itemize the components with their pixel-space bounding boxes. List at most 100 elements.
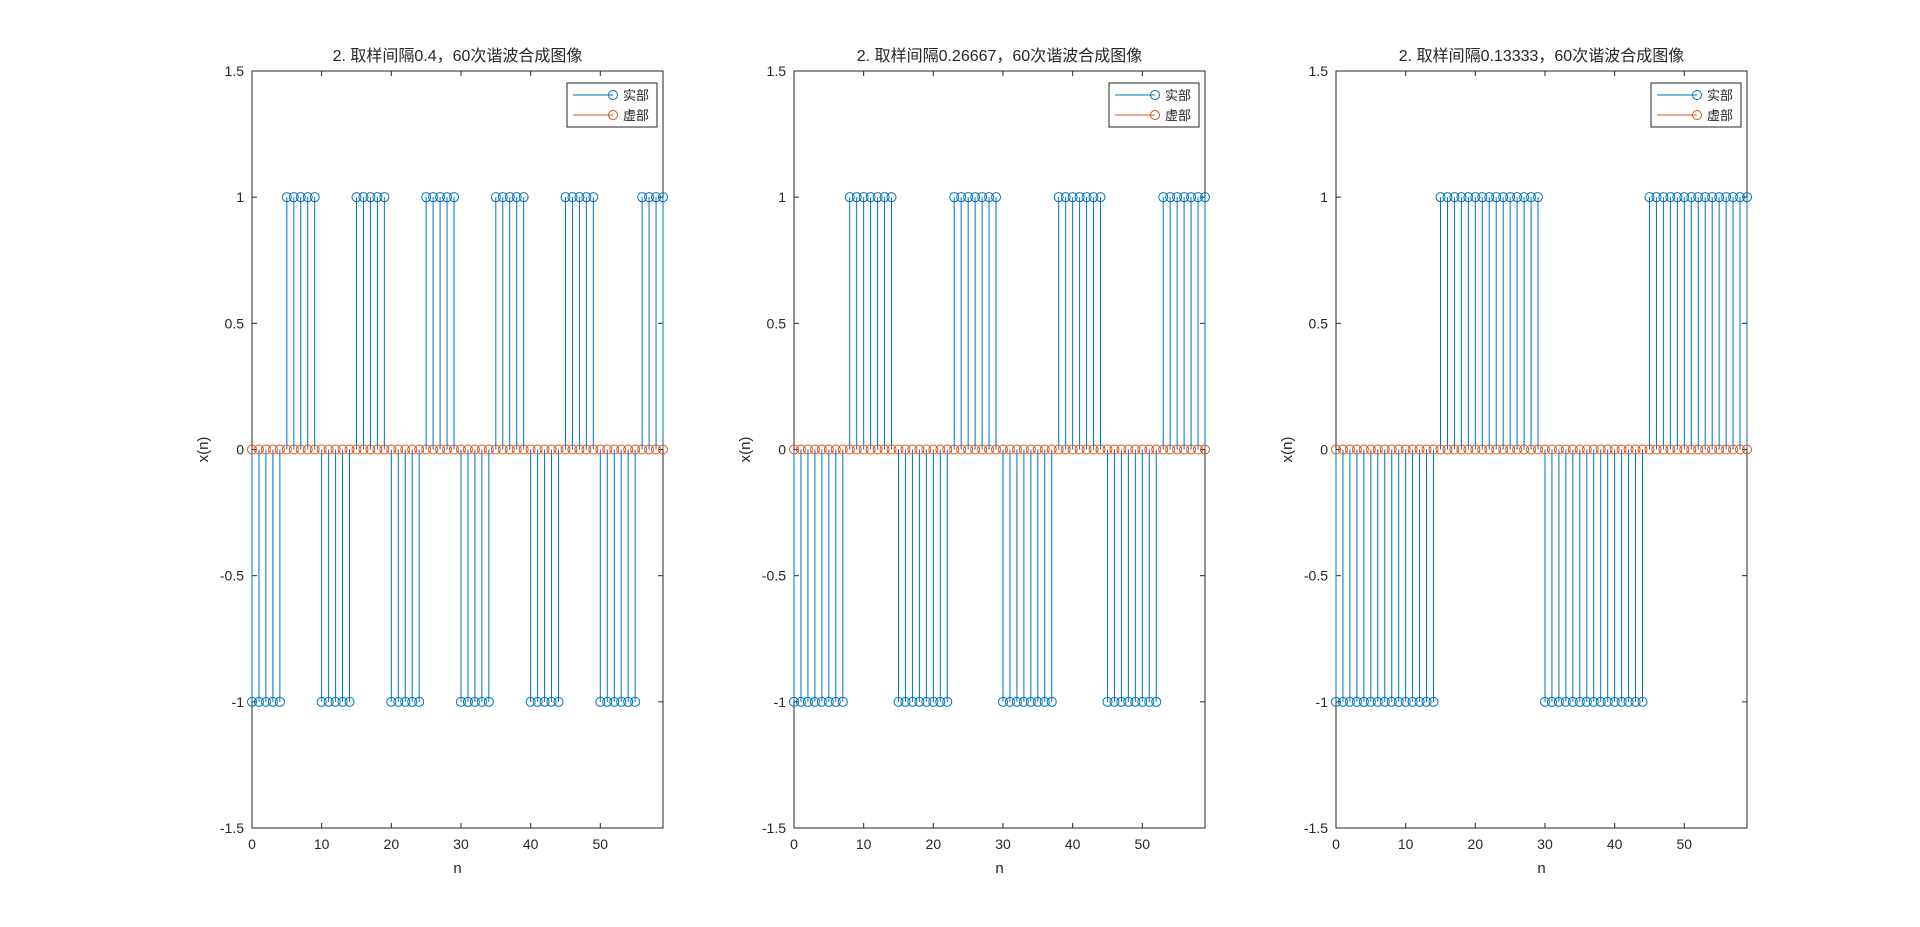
stem-marker <box>963 444 974 455</box>
stem-marker <box>1693 444 1704 455</box>
stem-marker <box>1179 444 1190 455</box>
stem-marker <box>595 444 606 455</box>
stem-marker <box>1721 444 1732 455</box>
stem-marker <box>844 192 855 203</box>
stem-marker <box>623 696 634 707</box>
stem-marker <box>830 696 841 707</box>
y-tick-label: 0 <box>236 442 244 458</box>
stem-marker <box>1630 444 1641 455</box>
legend-label: 虚部 <box>623 109 649 124</box>
legend-marker <box>1150 90 1160 100</box>
stem-marker <box>1533 444 1544 455</box>
stem-marker <box>977 192 988 203</box>
stem-marker <box>837 444 848 455</box>
stem-marker <box>872 444 883 455</box>
stem-marker <box>795 444 806 455</box>
stem-marker <box>442 192 453 203</box>
stem-marker <box>253 696 264 707</box>
stem-marker <box>1526 192 1537 203</box>
stem-marker <box>1616 444 1627 455</box>
stem-marker <box>907 696 918 707</box>
stem-marker <box>984 192 995 203</box>
stem-marker <box>518 192 529 203</box>
stem-marker <box>1151 696 1162 707</box>
legend-marker <box>1692 90 1702 100</box>
stem-marker <box>1095 192 1106 203</box>
stem-marker <box>1588 696 1599 707</box>
stem-marker <box>1470 444 1481 455</box>
stem-marker <box>1109 696 1120 707</box>
stem-marker <box>323 444 334 455</box>
stem-marker <box>365 192 376 203</box>
stem-marker <box>997 696 1008 707</box>
series-imag <box>1331 444 1752 455</box>
stem-marker <box>991 444 1002 455</box>
stem-marker <box>553 444 564 455</box>
legend-label: 虚部 <box>1707 109 1733 124</box>
stem-marker <box>1025 696 1036 707</box>
stem-marker <box>1567 444 1578 455</box>
stem-marker <box>830 444 841 455</box>
stem-marker <box>1728 192 1739 203</box>
stem-marker <box>497 192 508 203</box>
legend-label: 实部 <box>1707 89 1733 104</box>
stem-marker <box>1165 444 1176 455</box>
stem-marker <box>1407 444 1418 455</box>
stem-marker <box>809 444 820 455</box>
stem-marker <box>267 696 278 707</box>
y-tick-label: 0.5 <box>1309 315 1329 331</box>
stem-marker <box>1344 696 1355 707</box>
stem-marker <box>421 444 432 455</box>
stem-marker <box>977 444 988 455</box>
stem-marker <box>1679 444 1690 455</box>
stem-marker <box>1498 444 1509 455</box>
stem-marker <box>337 444 348 455</box>
stem-marker <box>1595 444 1606 455</box>
stem-marker <box>602 444 613 455</box>
stem-marker <box>858 192 869 203</box>
stem-marker <box>935 696 946 707</box>
stem-marker <box>1116 444 1127 455</box>
stem-marker <box>795 696 806 707</box>
stem-marker <box>1179 192 1190 203</box>
stem-marker <box>644 444 655 455</box>
stem-marker <box>539 444 550 455</box>
stem-marker <box>476 444 487 455</box>
stem-marker <box>574 444 585 455</box>
stem-marker <box>1735 192 1746 203</box>
stem-marker <box>1477 192 1488 203</box>
stem-marker <box>942 696 953 707</box>
stem-marker <box>1539 696 1550 707</box>
stem-marker <box>1337 444 1348 455</box>
legend-label: 虚部 <box>1165 109 1191 124</box>
stem-marker <box>1435 444 1446 455</box>
x-tick-label: 0 <box>248 836 256 852</box>
stem-marker <box>511 192 522 203</box>
stem-marker <box>490 192 501 203</box>
stem-marker <box>1158 192 1169 203</box>
chart-title: 2. 取样间隔0.13333，60次谐波合成图像 <box>1399 47 1684 65</box>
legend-marker <box>608 110 618 120</box>
stem-marker <box>1130 444 1141 455</box>
stem-marker <box>893 696 904 707</box>
stem-marker <box>914 696 925 707</box>
stem-marker <box>1686 192 1697 203</box>
y-axis-label: x(n) <box>737 437 754 463</box>
stem-marker <box>1595 696 1606 707</box>
stem-marker <box>267 444 278 455</box>
stem-marker <box>1200 192 1210 203</box>
x-axis-label: n <box>1537 860 1545 877</box>
legend-marker <box>1150 110 1160 120</box>
stem-marker <box>1116 696 1127 707</box>
stem-marker <box>483 444 494 455</box>
y-tick-label: 1 <box>1320 189 1328 205</box>
stem-marker <box>886 444 897 455</box>
stem-marker <box>789 696 799 707</box>
stem-marker <box>1498 192 1509 203</box>
stem-marker <box>658 192 668 203</box>
stem-marker <box>1421 696 1432 707</box>
y-tick-label: -0.5 <box>1304 568 1328 584</box>
stem-marker <box>372 192 383 203</box>
stem-marker <box>658 444 668 455</box>
